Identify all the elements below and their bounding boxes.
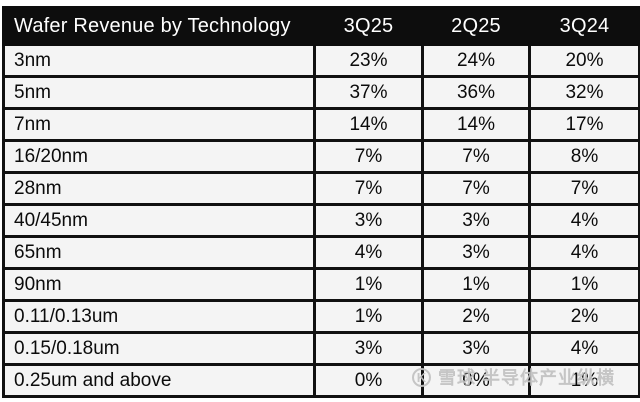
row-label-cell: 90nm — [2, 267, 316, 302]
value-cell: 14% — [421, 107, 531, 142]
value-cell: 4% — [528, 235, 640, 270]
row-label-cell: 40/45nm — [2, 203, 316, 238]
row-label-cell: 7nm — [2, 107, 316, 142]
row-label-cell: 16/20nm — [2, 139, 316, 174]
table-row: 65nm 4% 3% 4% — [2, 235, 640, 270]
value-cell: 36% — [421, 75, 531, 110]
row-label-cell: 0.15/0.18um — [2, 331, 316, 366]
value-cell: 7% — [421, 171, 531, 206]
value-cell: 1% — [528, 267, 640, 302]
table-header-row: Wafer Revenue by Technology 3Q25 2Q25 3Q… — [2, 6, 640, 46]
value-cell: 4% — [528, 331, 640, 366]
value-cell: 20% — [528, 43, 640, 78]
row-label-cell: 0.25um and above — [2, 363, 316, 398]
table-row: 3nm 23% 24% 20% — [2, 43, 640, 78]
value-cell: 3% — [421, 203, 531, 238]
value-cell: 3% — [313, 203, 424, 238]
value-cell: 3% — [313, 331, 424, 366]
table-row: 28nm 7% 7% 7% — [2, 171, 640, 206]
value-cell: 1% — [313, 299, 424, 334]
value-cell: 2% — [528, 299, 640, 334]
header-cell-3q24: 3Q24 — [528, 6, 640, 46]
value-cell: 7% — [313, 139, 424, 174]
table-row: 5nm 37% 36% 32% — [2, 75, 640, 110]
value-cell: 1% — [421, 267, 531, 302]
table-row: 16/20nm 7% 7% 8% — [2, 139, 640, 174]
table-row: 40/45nm 3% 3% 4% — [2, 203, 640, 238]
table-row: 0.25um and above 0% 0% 1% — [2, 363, 640, 398]
value-cell: 7% — [421, 139, 531, 174]
wafer-revenue-table: Wafer Revenue by Technology 3Q25 2Q25 3Q… — [2, 6, 640, 398]
header-cell-3q25: 3Q25 — [313, 6, 424, 46]
row-label-cell: 28nm — [2, 171, 316, 206]
value-cell: 1% — [528, 363, 640, 398]
value-cell: 2% — [421, 299, 531, 334]
value-cell: 8% — [528, 139, 640, 174]
value-cell: 4% — [313, 235, 424, 270]
value-cell: 7% — [313, 171, 424, 206]
row-label-cell: 5nm — [2, 75, 316, 110]
table-row: 7nm 14% 14% 17% — [2, 107, 640, 142]
value-cell: 1% — [313, 267, 424, 302]
value-cell: 32% — [528, 75, 640, 110]
value-cell: 7% — [528, 171, 640, 206]
row-label-cell: 3nm — [2, 43, 316, 78]
value-cell: 0% — [313, 363, 424, 398]
row-label-cell: 0.11/0.13um — [2, 299, 316, 334]
value-cell: 0% — [421, 363, 531, 398]
table-row: 0.15/0.18um 3% 3% 4% — [2, 331, 640, 366]
table-row: 90nm 1% 1% 1% — [2, 267, 640, 302]
row-label-cell: 65nm — [2, 235, 316, 270]
value-cell: 17% — [528, 107, 640, 142]
header-cell-2q25: 2Q25 — [421, 6, 531, 46]
value-cell: 23% — [313, 43, 424, 78]
table-row: 0.11/0.13um 1% 2% 2% — [2, 299, 640, 334]
header-title-cell: Wafer Revenue by Technology — [2, 6, 316, 46]
value-cell: 14% — [313, 107, 424, 142]
value-cell: 37% — [313, 75, 424, 110]
value-cell: 4% — [528, 203, 640, 238]
value-cell: 3% — [421, 235, 531, 270]
value-cell: 24% — [421, 43, 531, 78]
value-cell: 3% — [421, 331, 531, 366]
